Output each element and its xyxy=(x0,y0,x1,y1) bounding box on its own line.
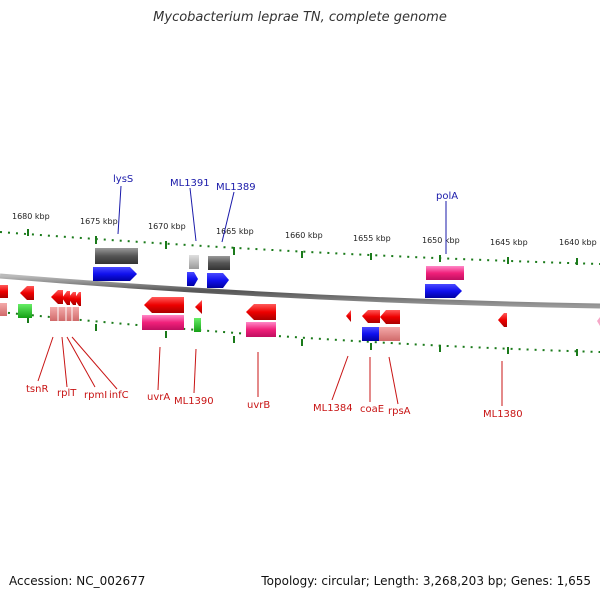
gene-ML1390[interactable] xyxy=(194,300,202,332)
genome-title: Mycobacterium leprae TN, complete genome xyxy=(153,10,447,25)
scale-track-bottom xyxy=(0,311,600,353)
gene-label[interactable]: ML1384 xyxy=(313,403,353,414)
gene-tsnR-rplT-cluster[interactable] xyxy=(50,290,81,321)
tick-label: 1665 kbp xyxy=(216,227,254,236)
gene-uvrA[interactable] xyxy=(142,297,184,330)
gene-label[interactable]: ML1389 xyxy=(216,182,256,193)
gene-polA[interactable] xyxy=(425,266,464,298)
tick-label: 1640 kbp xyxy=(559,238,597,247)
gene-label[interactable]: tsnR xyxy=(26,384,48,395)
genome-summary-text: Topology: circular; Length: 3,268,203 bp… xyxy=(261,574,591,588)
gene-label[interactable]: infC xyxy=(109,390,129,401)
gene-label[interactable]: ML1380 xyxy=(483,409,523,420)
gene-ML1380[interactable] xyxy=(498,313,507,327)
tick-label: 1675 kbp xyxy=(80,217,118,226)
gene-label[interactable]: rpsA xyxy=(388,406,411,417)
gene-ML1391[interactable] xyxy=(187,255,199,286)
gene-label[interactable]: lysS xyxy=(113,174,133,185)
gene-left-cluster[interactable] xyxy=(0,285,34,318)
gene-label[interactable]: polA xyxy=(436,191,458,202)
tick-label: 1645 kbp xyxy=(490,238,528,247)
gene-label[interactable]: uvrB xyxy=(247,400,270,411)
genome-backbone xyxy=(0,273,600,309)
gene-uvrB[interactable] xyxy=(246,304,276,337)
tick-label: 1655 kbp xyxy=(353,234,391,243)
gene-label[interactable]: ML1391 xyxy=(170,178,210,189)
tick-label: 1680 kbp xyxy=(12,212,50,221)
leaders-bottom xyxy=(37,336,503,406)
major-ticks-bottom xyxy=(27,316,578,356)
gene-label[interactable]: rpmI xyxy=(84,390,107,401)
gene-label[interactable]: ML1390 xyxy=(174,396,214,407)
accession-text: Accession: NC_002677 xyxy=(9,574,146,588)
tick-label: 1650 kbp xyxy=(422,236,460,245)
tick-label: 1670 kbp xyxy=(148,222,186,231)
tick-label: 1660 kbp xyxy=(285,231,323,240)
gene-label[interactable]: uvrA xyxy=(147,392,170,403)
gene-label[interactable]: rplT xyxy=(57,388,77,399)
leaders-top xyxy=(117,185,447,254)
gene-coaE-rpsA[interactable] xyxy=(362,310,400,341)
gene-ML1384[interactable] xyxy=(346,310,351,322)
gene-label[interactable]: coaE xyxy=(360,404,384,415)
gene-right-edge[interactable] xyxy=(597,317,600,326)
major-ticks-top xyxy=(27,229,578,265)
gene-lysS[interactable] xyxy=(93,248,138,281)
gene-ML1389[interactable] xyxy=(207,256,230,288)
